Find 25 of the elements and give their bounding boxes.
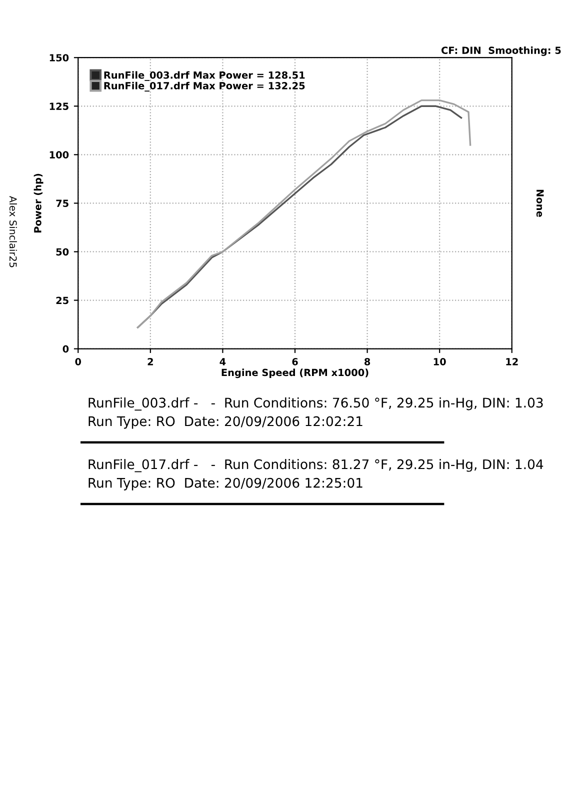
x-tick-label: 6 — [292, 358, 298, 366]
y-axis-title: Power (hp) — [34, 174, 44, 232]
text: Alex Sinclair25 — [9, 196, 17, 268]
y-tick-label: 0 — [62, 345, 69, 353]
text: CF: DIN Smoothing: 5 — [442, 46, 561, 56]
x-axis-title: Engine Speed (RPM x1000) — [222, 368, 368, 378]
x-tick-label: 10 — [434, 358, 446, 366]
x-tick-label: 0 — [75, 358, 82, 366]
x-tick-label: 2 — [148, 358, 153, 366]
text: Run Type: RO Date: 20/09/2006 12:25:01 — [88, 478, 362, 490]
x-tick-label: 8 — [364, 358, 370, 366]
y-tick-label: 150 — [50, 54, 69, 62]
text: RunFile_003.drf - - Run Conditions: 76.50 °F, 29.25 in-Hg, DIN: 1.03 — [88, 397, 543, 411]
text: RunFile_017.drf - - Run Conditions: 81.27 °F, 29.25 in-Hg, DIN: 1.04 — [88, 459, 544, 472]
y-tick-label: 100 — [50, 151, 69, 158]
legend-label: RunFile_017.drf Max Power = 132.25 — [104, 82, 305, 92]
y-tick-label: 25 — [56, 296, 68, 304]
legend-label: RunFile_003.drf Max Power = 128.51 — [104, 71, 305, 81]
x-tick-label: 12 — [506, 358, 518, 366]
y-tick-label: 50 — [56, 248, 69, 256]
y-tick-label: 125 — [50, 102, 68, 110]
y-tick-label: 75 — [56, 200, 68, 208]
x-tick-label: 4 — [220, 358, 226, 366]
y2-axis-title: None — [536, 190, 544, 217]
text: Run Type: RO Date: 20/09/2006 12:02:21 — [88, 416, 362, 429]
